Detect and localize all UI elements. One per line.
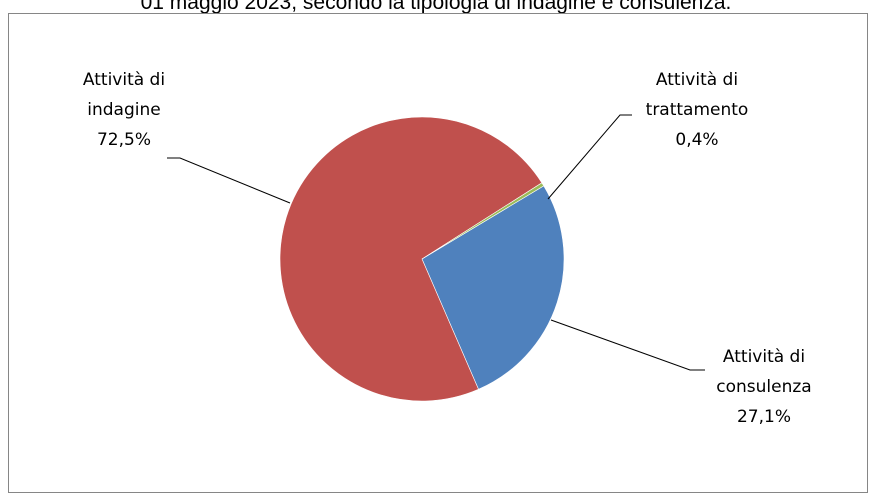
data-label-value-consulenza: 27,1% [737,407,791,427]
data-label-category-trattamento: Attività di [656,70,738,90]
data-label-value-indagine: 72,5% [97,130,151,150]
data-label-category-consulenza: consulenza [716,377,811,397]
leader-line-indagine [167,157,291,204]
data-label-category-trattamento: trattamento [646,100,749,120]
data-label-category-indagine: indagine [87,100,160,120]
data-label-category-indagine: Attività di [83,70,165,90]
data-label-category-consulenza: Attività di [723,347,805,367]
leader-line-consulenza [550,319,705,371]
pie-slice-consulenza [421,185,565,390]
leader-line-trattamento [547,114,632,200]
pie-slice-trattamento [421,182,545,260]
data-label-value-trattamento: 0,4% [675,130,718,150]
chart-caption: 01 maggio 2023, secondo la tipologia di … [140,0,732,14]
pie-slice-indagine [279,116,543,402]
